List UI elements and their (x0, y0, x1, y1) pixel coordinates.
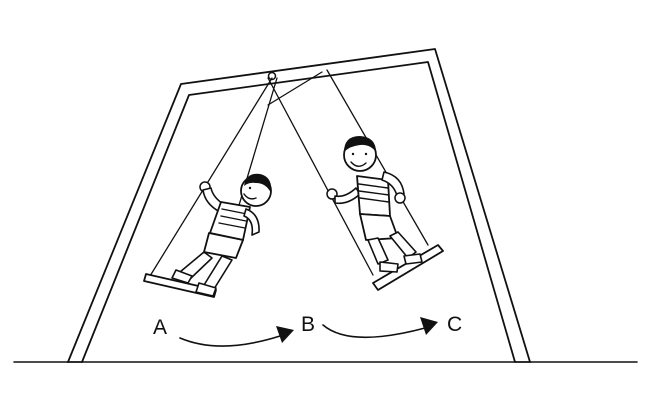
label-a: A (153, 316, 167, 339)
swing-pivot (267, 71, 277, 81)
child-at-a (171, 173, 272, 297)
arrow-b-to-c (322, 317, 438, 339)
child-at-c (326, 136, 423, 273)
arrow-a-to-b (179, 326, 294, 347)
label-c: C (447, 313, 462, 336)
swing-frame (67, 48, 531, 363)
label-b: B (301, 313, 315, 336)
